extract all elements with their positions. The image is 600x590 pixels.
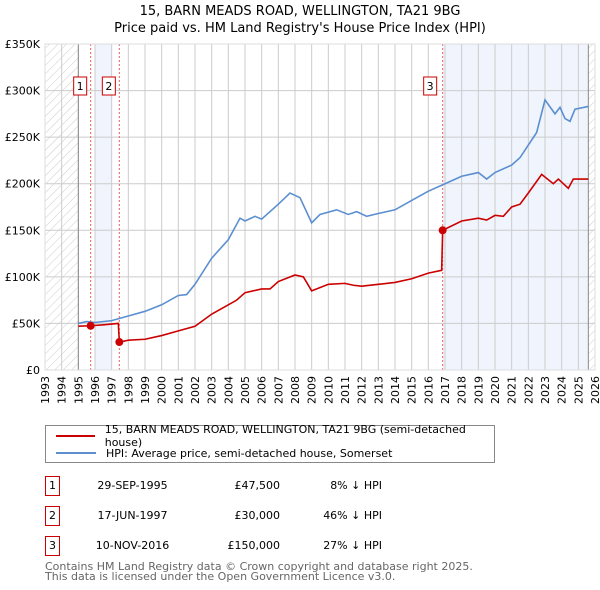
- x-tick-label: 2009: [306, 376, 319, 404]
- x-tick-label: 2025: [572, 376, 585, 404]
- chart-subtitle: Price paid vs. HM Land Registry's House …: [114, 21, 486, 36]
- x-tick-label: 2022: [522, 376, 535, 404]
- footer-licence: This data is licensed under the Open Gov…: [45, 570, 396, 583]
- legend: 15, BARN MEADS ROAD, WELLINGTON, TA21 9B…: [45, 423, 495, 463]
- hpi-diff: 8% ↓ HPI: [330, 479, 382, 492]
- blue-line-swatch: [56, 452, 96, 454]
- x-tick-label: 2007: [272, 376, 285, 404]
- sale-point: [115, 338, 124, 347]
- x-tick-label: 2005: [239, 376, 252, 404]
- legend-item-property: 15, BARN MEADS ROAD, WELLINGTON, TA21 9B…: [56, 423, 494, 449]
- x-tick-label: 2020: [489, 376, 502, 404]
- chart-title: 15, BARN MEADS ROAD, WELLINGTON, TA21 9B…: [139, 4, 461, 19]
- legend-label: HPI: Average price, semi-detached house,…: [106, 446, 393, 460]
- x-tick-label: 2024: [556, 376, 569, 404]
- y-tick-label: £300K: [5, 85, 41, 98]
- x-tick-label: 2018: [456, 376, 469, 404]
- x-tick-label: 2019: [472, 376, 485, 404]
- x-tick-label: 1999: [139, 376, 152, 404]
- x-tick-label: 2006: [256, 376, 269, 404]
- hpi-diff: 46% ↓ HPI: [323, 509, 382, 522]
- sale-marker-box: [73, 76, 88, 96]
- marker-badge: 2: [45, 506, 60, 526]
- x-tick-label: 1997: [106, 376, 119, 404]
- x-tick-label: 1993: [39, 376, 52, 404]
- x-tick-label: 1994: [56, 376, 69, 404]
- sale-marker-box: [101, 76, 116, 96]
- y-tick-label: £200K: [5, 178, 41, 191]
- plot-border: [44, 43, 596, 371]
- price-chart: 1993 1994 1995 1996 1997 1998 1999 2000 2001 2002…: [5, 38, 600, 404]
- x-tick-label: 2012: [356, 376, 369, 404]
- x-tick-label: 2016: [422, 376, 435, 404]
- x-tick-label: 2011: [339, 376, 352, 404]
- y-tick-label: £150K: [5, 224, 41, 237]
- x-tick-label: 2003: [206, 376, 219, 404]
- y-tick-label: £350K: [5, 38, 41, 51]
- x-tick-label: 2013: [372, 376, 385, 404]
- x-tick-label: 2023: [539, 376, 552, 404]
- hpi-diff: 27% ↓ HPI: [323, 539, 382, 552]
- date: 17-JUN-1997: [97, 509, 168, 522]
- x-tick-label: 2002: [189, 376, 202, 404]
- legend-label: 15, BARN MEADS ROAD, WELLINGTON, TA21 9B…: [104, 423, 466, 449]
- x-tick-label: 2017: [439, 376, 452, 404]
- price: £47,500: [234, 479, 281, 492]
- y-tick-label: £50K: [12, 317, 41, 330]
- red-line-swatch: [56, 435, 95, 437]
- price: £150,000: [227, 539, 281, 552]
- transaction-row: 2 17-JUN-1997 £30,000 46% ↓ HPI: [45, 506, 445, 526]
- x-tick-label: 1996: [89, 376, 102, 404]
- sale-marker-box: [423, 76, 438, 96]
- x-tick-label: 2014: [389, 376, 402, 404]
- x-tick-label: 2000: [156, 376, 169, 404]
- series-line: [78, 173, 589, 344]
- x-tick-label: 2004: [222, 376, 235, 404]
- x-tick-label: 2015: [406, 376, 419, 404]
- series-line: [78, 98, 589, 325]
- marker-badge: 3: [45, 536, 60, 556]
- x-tick-label: 2010: [322, 376, 335, 404]
- hatched-no-data: [588, 44, 595, 370]
- transaction-row: 3 10-NOV-2016 £150,000 27% ↓ HPI: [45, 536, 445, 556]
- x-tick-label: 2026: [589, 376, 600, 404]
- x-tick-label: 2008: [289, 376, 302, 404]
- y-tick-label: £250K: [5, 131, 41, 144]
- legend-item-hpi: HPI: Average price, semi-detached house,…: [56, 446, 392, 460]
- date: 29-SEP-1995: [97, 479, 168, 492]
- sale-marker-label: 2: [105, 80, 112, 93]
- x-tick-label: 2001: [172, 376, 185, 404]
- y-tick-label: £0: [26, 364, 40, 377]
- shaded-period: [95, 44, 112, 370]
- date: 10-NOV-2016: [95, 539, 170, 552]
- shaded-period: [442, 44, 589, 370]
- sale-point: [438, 226, 447, 235]
- price: £30,000: [234, 509, 281, 522]
- sale-marker-label: 1: [77, 80, 84, 93]
- x-tick-label: 2021: [506, 376, 519, 404]
- x-tick-label: 1995: [72, 376, 85, 404]
- x-tick-label: 1998: [122, 376, 135, 404]
- transaction-row: 1 29-SEP-1995 £47,500 8% ↓ HPI: [45, 476, 445, 496]
- sale-marker-label: 3: [427, 80, 434, 93]
- sale-point: [86, 321, 95, 330]
- footer-copyright: Contains HM Land Registry data © Crown c…: [45, 560, 473, 573]
- marker-badge: 1: [45, 476, 60, 496]
- y-tick-label: £100K: [5, 271, 41, 284]
